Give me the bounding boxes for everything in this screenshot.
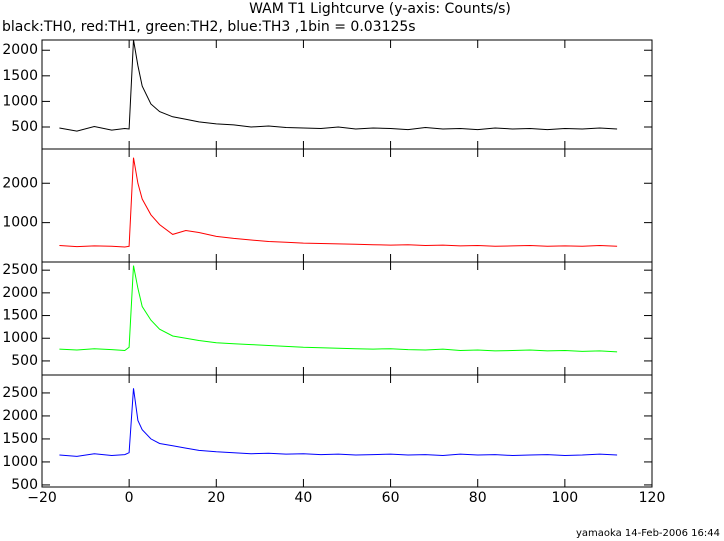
y-tick-label: 500 bbox=[11, 353, 38, 369]
y-tick-label: 2000 bbox=[2, 42, 38, 58]
y-tick-label: 2500 bbox=[2, 385, 38, 401]
y-tick-label: 1500 bbox=[2, 308, 38, 324]
y-tick-label: 500 bbox=[11, 477, 38, 493]
panel-frame bbox=[41, 374, 653, 488]
light-curve bbox=[59, 39, 618, 132]
y-tick-label: 1500 bbox=[2, 431, 38, 447]
y-tick-label: 2000 bbox=[2, 285, 38, 301]
y-tick-label: 1500 bbox=[2, 68, 38, 84]
x-tick-label: 20 bbox=[207, 490, 225, 506]
x-tick-label: 120 bbox=[639, 490, 666, 506]
panel-frame bbox=[41, 261, 653, 376]
light-curve bbox=[59, 157, 618, 248]
panel-frame bbox=[41, 39, 653, 150]
x-tick-label: 60 bbox=[382, 490, 400, 506]
y-tick-label: 2500 bbox=[2, 262, 38, 278]
y-tick-label: 2000 bbox=[2, 408, 38, 424]
y-tick-label: 1000 bbox=[2, 454, 38, 470]
x-tick-label: 100 bbox=[551, 490, 578, 506]
light-curve bbox=[59, 265, 618, 353]
x-tick-label: 80 bbox=[469, 490, 487, 506]
chart-title: WAM T1 Lightcurve (y-axis: Counts/s) bbox=[249, 1, 511, 17]
chart-subtitle: black:TH0, red:TH1, green:TH2, blue:TH3 … bbox=[2, 19, 416, 35]
y-tick-label: 1000 bbox=[2, 215, 38, 231]
x-tick-label: 0 bbox=[125, 490, 134, 506]
y-tick-label: 1000 bbox=[2, 93, 38, 109]
y-tick-label: 500 bbox=[11, 119, 38, 135]
y-tick-label: 1000 bbox=[2, 330, 38, 346]
x-tick-label: −20 bbox=[27, 490, 57, 506]
y-tick-label: 2000 bbox=[2, 175, 38, 191]
footer: yamaoka 14-Feb-2006 16:44 bbox=[576, 528, 720, 539]
x-tick-label: 40 bbox=[295, 490, 313, 506]
light-curve bbox=[59, 388, 618, 457]
